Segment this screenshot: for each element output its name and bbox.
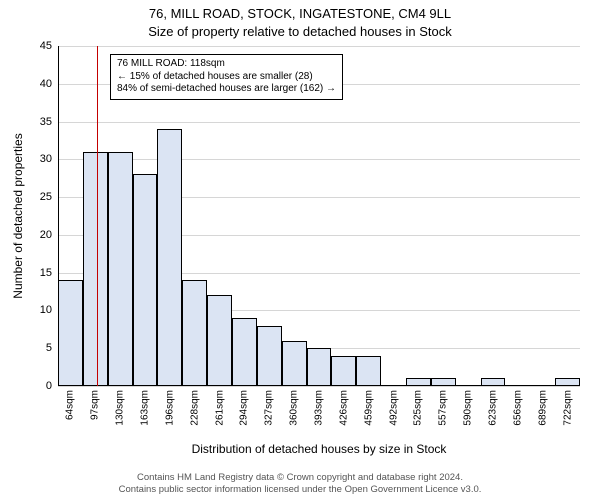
- y-tick-label: 25: [40, 191, 52, 203]
- y-tick-label: 10: [40, 304, 52, 316]
- chart-footer: Contains HM Land Registry data © Crown c…: [0, 472, 600, 496]
- x-tick-label: 294sqm: [239, 390, 250, 426]
- histogram-bar: [207, 295, 232, 386]
- histogram-bar: [331, 356, 356, 386]
- x-tick-label: 492sqm: [388, 390, 399, 426]
- annotation-line: 84% of semi-detached houses are larger (…: [117, 83, 336, 96]
- x-tick-label: 228sqm: [189, 390, 200, 426]
- histogram-bar: [356, 356, 381, 386]
- x-tick-label: 722sqm: [562, 390, 573, 426]
- x-tick-label: 426sqm: [338, 390, 349, 426]
- x-tick-label: 393sqm: [314, 390, 325, 426]
- x-tick-label: 163sqm: [140, 390, 151, 426]
- x-tick-label: 623sqm: [488, 390, 499, 426]
- y-tick-label: 20: [40, 229, 52, 241]
- y-gridline: [58, 46, 580, 47]
- histogram-bar: [282, 341, 307, 386]
- x-tick-label: 130sqm: [115, 390, 126, 426]
- footer-line-1: Contains HM Land Registry data © Crown c…: [0, 472, 600, 484]
- histogram-bar: [157, 129, 182, 386]
- annotation-line: ← 15% of detached houses are smaller (28…: [117, 71, 336, 84]
- y-gridline: [58, 159, 580, 160]
- y-gridline: [58, 386, 580, 387]
- x-tick-label: 525sqm: [413, 390, 424, 426]
- y-tick-label: 0: [46, 380, 52, 392]
- histogram-bar: [58, 280, 83, 386]
- y-tick-label: 45: [40, 40, 52, 52]
- y-tick-label: 35: [40, 116, 52, 128]
- x-tick-label: 327sqm: [264, 390, 275, 426]
- annotation-line: 76 MILL ROAD: 118sqm: [117, 58, 336, 71]
- x-tick-label: 196sqm: [164, 390, 175, 426]
- histogram-bar: [133, 174, 158, 386]
- histogram-bar: [108, 152, 133, 386]
- x-tick-label: 360sqm: [289, 390, 300, 426]
- x-tick-label: 261sqm: [214, 390, 225, 426]
- x-tick-label: 557sqm: [438, 390, 449, 426]
- histogram-bar: [83, 152, 108, 386]
- x-axis-line: [58, 385, 580, 386]
- x-tick-label: 590sqm: [463, 390, 474, 426]
- reference-annotation-box: 76 MILL ROAD: 118sqm← 15% of detached ho…: [110, 54, 343, 100]
- x-tick-label: 459sqm: [363, 390, 374, 426]
- y-tick-label: 5: [46, 342, 52, 354]
- y-axis-line: [58, 46, 59, 386]
- y-tick-label: 30: [40, 153, 52, 165]
- chart-plot-area: 05101520253035404564sqm97sqm130sqm163sqm…: [58, 46, 580, 386]
- histogram-bar: [182, 280, 207, 386]
- x-tick-label: 656sqm: [512, 390, 523, 426]
- x-tick-label: 689sqm: [537, 390, 548, 426]
- y-tick-label: 15: [40, 267, 52, 279]
- histogram-bar: [257, 326, 282, 386]
- y-axis-label: Number of detached properties: [11, 46, 25, 386]
- histogram-bar: [232, 318, 257, 386]
- x-tick-label: 97sqm: [90, 390, 101, 420]
- histogram-bar: [307, 348, 332, 386]
- chart-title-main: 76, MILL ROAD, STOCK, INGATESTONE, CM4 9…: [0, 6, 600, 21]
- x-axis-label: Distribution of detached houses by size …: [58, 442, 580, 456]
- y-tick-label: 40: [40, 78, 52, 90]
- x-tick-label: 64sqm: [65, 390, 76, 420]
- y-gridline: [58, 122, 580, 123]
- chart-title-sub: Size of property relative to detached ho…: [0, 24, 600, 39]
- reference-line: [97, 46, 98, 386]
- footer-line-2: Contains public sector information licen…: [0, 484, 600, 496]
